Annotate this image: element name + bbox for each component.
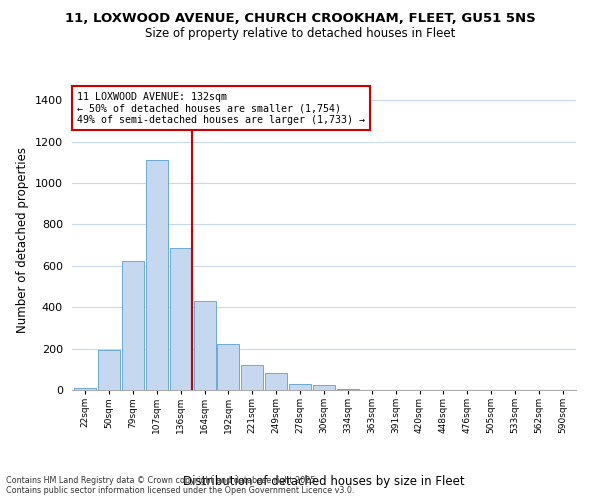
Bar (241, 365, 263, 390)
Bar (146, 160, 168, 390)
Bar (98, 350, 120, 390)
Bar (194, 302, 215, 390)
Bar (217, 344, 239, 390)
Text: Contains HM Land Registry data © Crown copyright and database right 2025.
Contai: Contains HM Land Registry data © Crown c… (6, 476, 355, 495)
Bar (170, 248, 191, 390)
Bar (74, 388, 96, 390)
Bar (265, 374, 287, 390)
Y-axis label: Number of detached properties: Number of detached properties (16, 147, 29, 333)
Bar (313, 386, 335, 390)
Bar (289, 384, 311, 390)
X-axis label: Distribution of detached houses by size in Fleet: Distribution of detached houses by size … (183, 475, 465, 488)
Text: 11 LOXWOOD AVENUE: 132sqm
← 50% of detached houses are smaller (1,754)
49% of se: 11 LOXWOOD AVENUE: 132sqm ← 50% of detac… (77, 92, 365, 124)
Text: Size of property relative to detached houses in Fleet: Size of property relative to detached ho… (145, 28, 455, 40)
Bar (337, 389, 359, 390)
Text: 11, LOXWOOD AVENUE, CHURCH CROOKHAM, FLEET, GU51 5NS: 11, LOXWOOD AVENUE, CHURCH CROOKHAM, FLE… (65, 12, 535, 26)
Bar (122, 260, 144, 390)
